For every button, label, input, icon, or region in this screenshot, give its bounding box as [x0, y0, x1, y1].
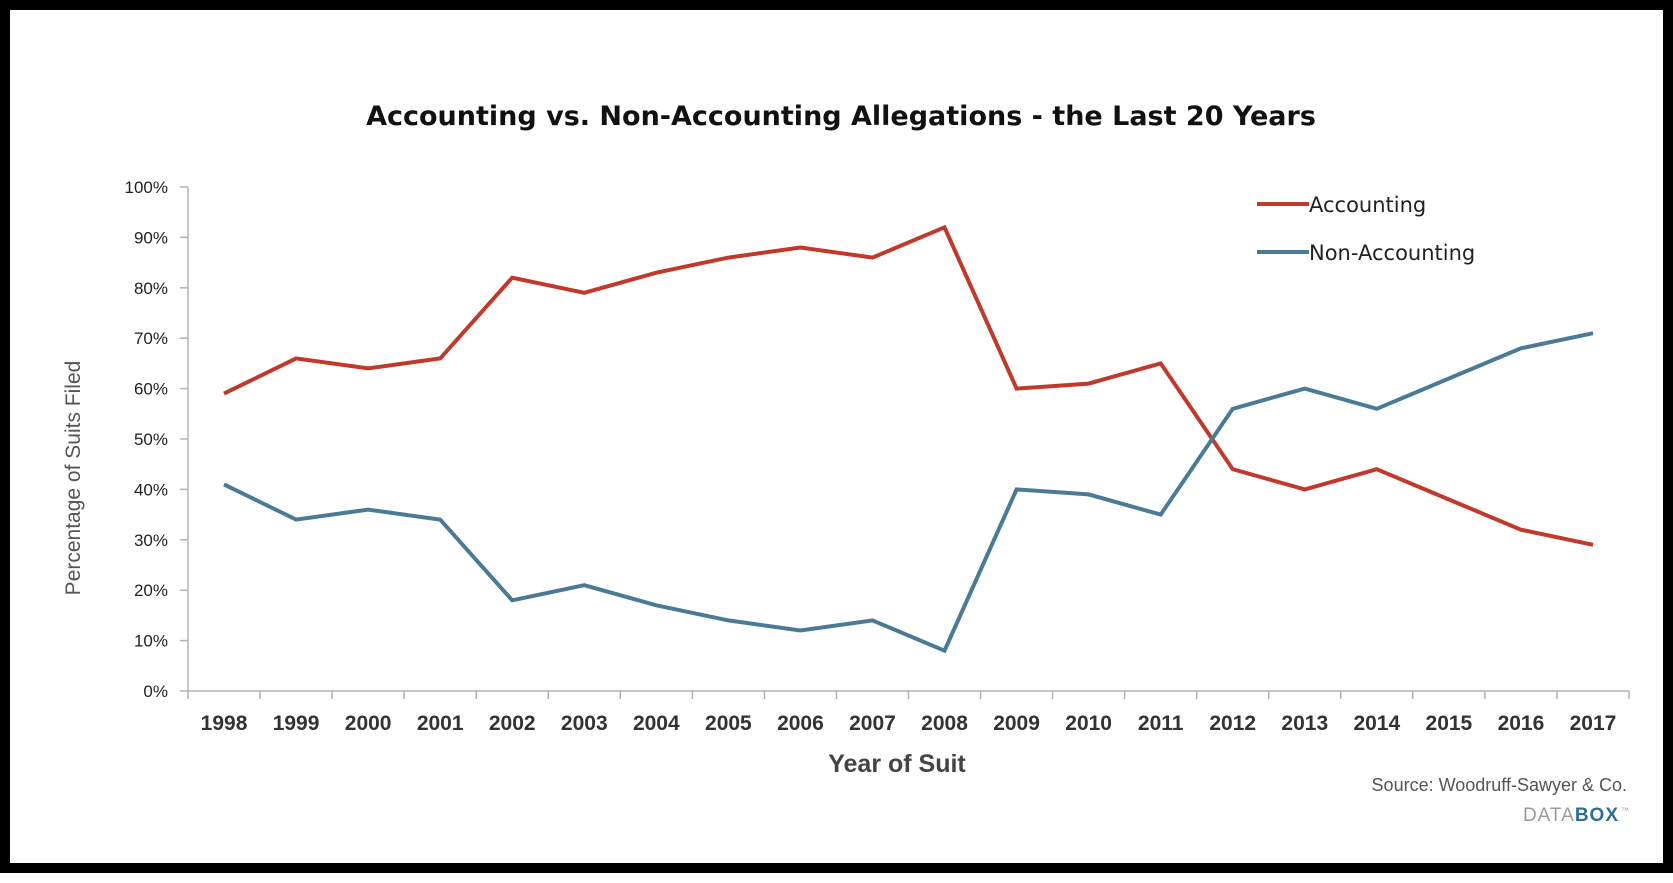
y-tick-label: 90%	[134, 228, 168, 247]
y-tick-label: 40%	[134, 480, 168, 499]
source-note: Source: Woodruff-Sawyer & Co.	[1372, 775, 1627, 795]
x-tick-label: 2006	[777, 712, 824, 735]
x-tick-label: 2002	[489, 712, 536, 735]
x-tick-label: 2005	[705, 712, 752, 735]
y-tick-label: 80%	[134, 279, 168, 298]
x-tick-label: 2009	[993, 712, 1040, 735]
x-tick-label: 2016	[1498, 712, 1545, 735]
non-accounting-series-line	[223, 331, 1594, 654]
x-tick-label: 2004	[633, 712, 680, 735]
y-axis: 0% 10% 20% 30% 40% 50% 60% 70% 80% 90% 100%	[125, 178, 189, 701]
x-tick-label: 2013	[1281, 712, 1328, 735]
x-tick-label: 2003	[561, 712, 608, 735]
y-tick-label: 60%	[134, 380, 168, 399]
x-tick-label: 1998	[201, 712, 248, 735]
x-tick-label: 2010	[1065, 712, 1112, 735]
x-tick-label: 2008	[921, 712, 968, 735]
x-tick-label: 2011	[1138, 712, 1184, 735]
accounting-series-line	[223, 224, 1594, 547]
x-tick-label: 2007	[849, 712, 896, 735]
x-tick-label: 2012	[1209, 712, 1256, 735]
y-tick-label: 100%	[125, 178, 168, 197]
y-axis-title: Percentage of Suits Filed	[62, 361, 85, 596]
x-tick-label: 1999	[273, 712, 320, 735]
legend-label-non-accounting: Non-Accounting	[1309, 241, 1475, 265]
x-tick-label: 2000	[345, 712, 392, 735]
y-tick-label: 30%	[134, 531, 168, 550]
x-tick-label: 2014	[1353, 712, 1400, 735]
series-layer	[223, 224, 1594, 654]
svg-text:DATABOX: DATABOX	[1523, 805, 1619, 826]
brand-trademark: ™	[1621, 806, 1629, 815]
y-tick-label: 10%	[134, 632, 168, 651]
x-tick-label: 2017	[1570, 712, 1617, 735]
y-tick-label: 20%	[134, 581, 168, 600]
legend-label-accounting: Accounting	[1309, 193, 1426, 217]
chart-title: Accounting vs. Non-Accounting Allegation…	[366, 101, 1316, 132]
brand-box-text: BOX	[1575, 805, 1619, 826]
x-tick-label: 2001	[417, 712, 464, 735]
line-chart: Accounting vs. Non-Accounting Allegation…	[62, 101, 1630, 826]
x-tick-label: 2015	[1426, 712, 1473, 735]
y-tick-label: 70%	[134, 329, 168, 348]
brand-data-text: DATA	[1523, 805, 1575, 826]
y-tick-label: 0%	[143, 682, 168, 701]
x-axis-title: Year of Suit	[828, 750, 966, 778]
y-tick-label: 50%	[134, 430, 168, 449]
x-axis: 1998 1999 2000 2001 2002 2003 2004 2005 2006 2007…	[187, 690, 1630, 735]
databox-logo: DATABOX ™	[1523, 805, 1629, 826]
legend: Accounting Non-Accounting	[1257, 193, 1475, 265]
